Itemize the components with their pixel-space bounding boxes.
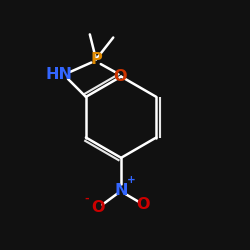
Text: N: N: [114, 183, 128, 198]
Text: O: O: [91, 200, 104, 215]
Text: O: O: [136, 197, 150, 212]
Text: O: O: [113, 69, 126, 84]
Text: -: -: [84, 194, 89, 203]
Text: P: P: [90, 52, 102, 67]
Text: +: +: [127, 176, 136, 186]
Text: HN: HN: [45, 68, 72, 82]
